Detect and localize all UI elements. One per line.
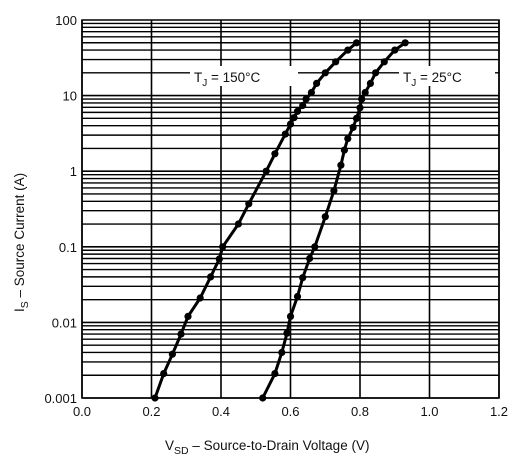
data-point <box>293 107 302 115</box>
data-point <box>352 39 361 47</box>
data-point <box>337 161 345 169</box>
data-point <box>207 273 215 281</box>
data-point <box>311 243 319 251</box>
data-point <box>286 312 295 320</box>
data-point <box>349 123 357 131</box>
data-point <box>299 101 307 110</box>
x-tick-label: 0.6 <box>281 404 299 419</box>
y-tick-label: 1 <box>70 164 77 179</box>
data-point <box>283 329 291 337</box>
y-tick-label: 100 <box>55 13 77 28</box>
data-point <box>344 46 352 54</box>
x-tick-label: 0.4 <box>212 404 230 419</box>
series-label-150c-main: T <box>194 70 202 85</box>
data-point <box>281 130 289 138</box>
data-point <box>332 58 340 66</box>
x-axis-label-sub: SD <box>174 445 189 457</box>
series-label-150c: TJ = 150°C <box>190 66 298 89</box>
data-point <box>361 88 369 97</box>
data-point <box>391 46 399 54</box>
svg-text:TJ = 25°C: TJ = 25°C <box>403 70 462 89</box>
series-label-150c-rest: = 150°C <box>207 70 260 85</box>
x-tick-label: 0.2 <box>142 404 160 419</box>
data-point <box>380 58 388 66</box>
data-point <box>271 370 279 378</box>
data-point <box>215 255 223 263</box>
series-label-25c-rest: = 25°C <box>416 70 462 85</box>
data-point <box>302 95 310 103</box>
series-label-150c-sub: J <box>202 78 207 89</box>
data-point <box>358 95 366 103</box>
data-point <box>278 348 286 357</box>
data-point <box>219 243 227 251</box>
x-tick-label: 1.0 <box>420 404 438 419</box>
data-point <box>234 220 242 228</box>
y-tick-label: 0.01 <box>52 315 77 330</box>
plot-frame <box>81 19 500 399</box>
data-point <box>352 114 361 122</box>
data-point <box>293 292 302 301</box>
data-point <box>356 104 364 112</box>
data-point <box>177 330 185 338</box>
data-point <box>401 39 409 47</box>
y-axis-label-rest: – Source Current (A) <box>12 173 27 301</box>
data-point <box>245 200 253 208</box>
x-tick-label: 1.2 <box>490 404 508 419</box>
series-label-25c-main: T <box>403 70 411 85</box>
data-point <box>271 150 279 158</box>
data-point <box>306 254 314 263</box>
data-point <box>340 146 348 154</box>
series-label-25c: TJ = 25°C <box>399 66 495 89</box>
series-label-25c-sub: J <box>411 78 416 89</box>
x-axis-label-main: V <box>165 438 174 453</box>
data-point <box>160 370 168 378</box>
data-point <box>290 114 298 122</box>
svg-text:TJ = 150°C: TJ = 150°C <box>194 70 261 89</box>
data-point <box>321 69 329 77</box>
data-point <box>262 167 270 175</box>
x-tick-label: 0.8 <box>351 404 369 419</box>
data-point <box>196 294 204 302</box>
data-point <box>286 120 295 128</box>
data-point <box>299 274 307 282</box>
data-point <box>330 187 338 195</box>
series-1 <box>259 39 409 402</box>
y-tick-label: 10 <box>63 89 77 104</box>
data-point <box>168 350 176 358</box>
data-point <box>313 79 321 87</box>
series-0 <box>151 39 361 402</box>
x-axis-label-rest: – Source-to-Drain Voltage (V) <box>189 438 370 453</box>
x-axis-label: VSD – Source-to-Drain Voltage (V) <box>165 438 369 457</box>
data-point <box>307 88 315 97</box>
y-tick-label: 0.001 <box>44 391 77 406</box>
y-axis-label: IS – Source Current (A) <box>12 173 31 312</box>
y-tick-labels: 0.001 0.01 0.1 1 10 100 <box>44 13 77 406</box>
x-tick-label: 0.0 <box>73 404 91 419</box>
y-axis-label-sub: S <box>19 301 31 308</box>
data-point <box>366 79 374 87</box>
x-tick-labels: 0.0 0.2 0.4 0.6 0.8 1.0 1.2 <box>73 404 508 419</box>
data-point <box>372 69 380 77</box>
data-point <box>184 312 192 320</box>
y-tick-label: 0.1 <box>59 240 77 255</box>
data-point <box>321 213 329 221</box>
series-layer <box>151 39 409 402</box>
data-point <box>344 135 352 143</box>
y-axis-label-main: I <box>12 308 27 312</box>
